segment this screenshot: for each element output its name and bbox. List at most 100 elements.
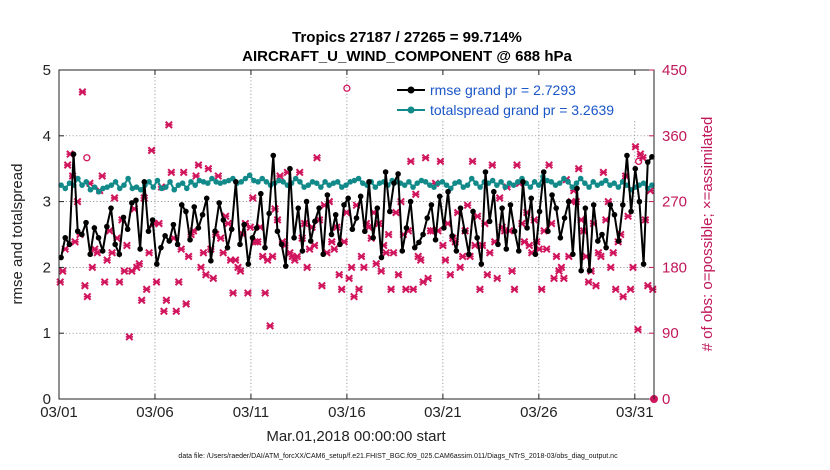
rmse-point [166, 238, 173, 244]
totalspread-point [498, 179, 504, 185]
y-axis-label: rmse and totalspread [9, 164, 26, 305]
totalspread-point [414, 180, 421, 186]
rmse-point [474, 234, 480, 241]
obs-point [236, 267, 245, 275]
rmse-point [649, 154, 655, 160]
obs-point [493, 274, 502, 283]
rmse-point [428, 202, 435, 208]
rmse-point [499, 205, 505, 211]
rmse-point [162, 233, 168, 239]
obs-point [253, 237, 262, 246]
rmse-point [266, 210, 272, 217]
totalspread-point [603, 177, 609, 184]
totalspread-point [431, 184, 437, 190]
rmse-point [332, 211, 339, 218]
rmse-point [62, 234, 69, 241]
totalspread-point [577, 175, 584, 182]
rmse-point [461, 228, 468, 235]
x-tick-label: 03/31 [616, 404, 654, 421]
rmse-point [295, 205, 302, 211]
rmse-point [270, 152, 277, 159]
rmse-point [74, 228, 81, 235]
obs-point [115, 278, 124, 286]
obs-point [406, 157, 415, 166]
totalspread-point [594, 182, 601, 188]
obs-point [584, 278, 593, 286]
totalspread-point [527, 184, 534, 190]
obs-point [342, 208, 351, 217]
obs-point [409, 285, 418, 294]
legend: rmse grand pr = 2.7293 totalspread grand… [394, 76, 652, 120]
totalspread-point [175, 182, 182, 188]
totalspread-point [146, 179, 152, 185]
totalspread-point [322, 179, 328, 185]
obs-point [350, 292, 358, 301]
totalspread-point [96, 188, 102, 195]
rmse-point [619, 202, 626, 208]
obs-point [424, 274, 433, 283]
obs-point [513, 161, 521, 169]
obs-point [327, 237, 336, 246]
rmse-point [536, 208, 543, 215]
obs-point [98, 172, 107, 180]
rmse-point [416, 239, 422, 246]
y2-tick-label: 0 [662, 391, 670, 408]
rmse-point [195, 225, 202, 231]
totalspread-point [154, 177, 161, 184]
totalspread-point [531, 179, 538, 185]
obs-point [103, 256, 112, 264]
totalspread-point [355, 175, 362, 182]
y-tick-label: 3 [43, 194, 51, 211]
obs-point [473, 212, 482, 221]
totalspread-point [443, 182, 450, 188]
legend-box [394, 76, 652, 120]
totalspread-point [552, 182, 559, 188]
rmse-point [515, 248, 522, 254]
rmse-point [249, 234, 256, 241]
rmse-point [453, 248, 460, 254]
y-tick-label: 4 [43, 128, 51, 145]
obs-point [56, 278, 65, 286]
obs-point [194, 161, 203, 169]
obs-point [184, 252, 193, 261]
rmse-point [570, 251, 576, 258]
totalspread-point [87, 186, 94, 193]
obs-point [446, 270, 455, 279]
rmse-point [482, 169, 489, 175]
obs-point [216, 234, 225, 243]
obs-point [441, 256, 450, 264]
totalspread-point [334, 179, 341, 185]
totalspread-point [108, 182, 115, 188]
rmse-point [386, 208, 393, 215]
obs-point [295, 168, 304, 177]
totalspread-point [473, 180, 479, 186]
obs-point [411, 190, 420, 199]
rmse-point [553, 205, 560, 211]
y2-axis-label: # of obs: o=possible; ×=assimilated [699, 117, 716, 352]
obs-point [63, 161, 72, 169]
rmse-point [628, 208, 634, 215]
totalspread-point [548, 179, 555, 185]
obs-point [599, 168, 608, 177]
rmse-series [58, 151, 655, 274]
obs-point [81, 281, 89, 290]
rmse-point [191, 204, 198, 210]
totalspread-point [91, 184, 98, 190]
totalspread-point [598, 180, 605, 186]
obs-point [152, 278, 161, 286]
totalspread-point [66, 180, 73, 186]
rmse-point [407, 198, 414, 205]
x-tick-label: 03/06 [136, 404, 174, 421]
rmse-point [153, 261, 160, 267]
legend-spread-label: totalspread grand pr = 3.2639 [430, 102, 614, 118]
rmse-point [79, 231, 85, 238]
obs-possible-marker [83, 154, 91, 162]
totalspread-point [305, 182, 312, 188]
rmse-point [282, 263, 289, 269]
totalspread-point [468, 175, 475, 182]
y2-tick-label: 270 [662, 194, 687, 211]
rmse-point [303, 198, 310, 205]
rmse-point [349, 226, 356, 233]
rmse-point [258, 190, 264, 197]
totalspread-point [259, 175, 266, 182]
